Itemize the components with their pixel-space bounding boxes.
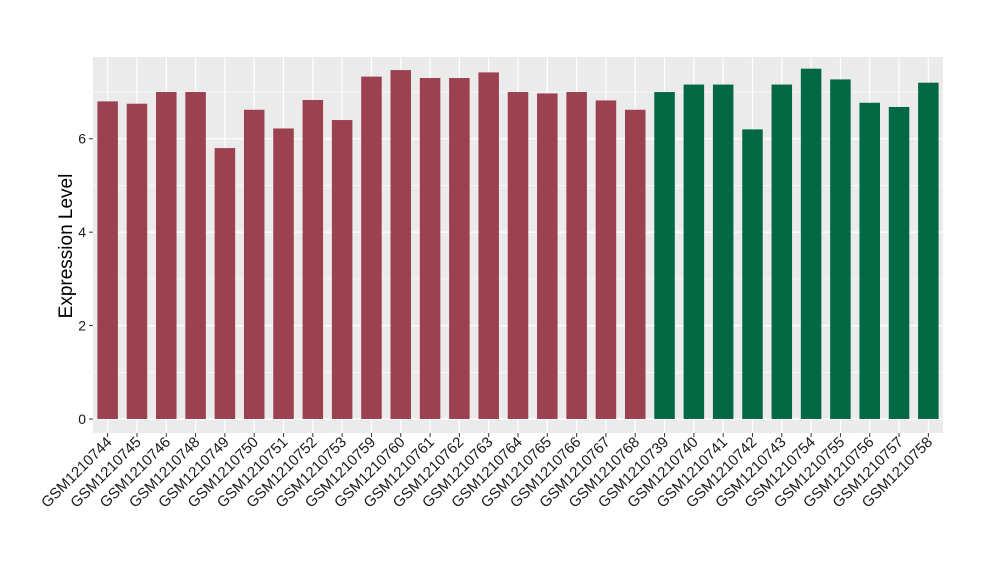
bar-GSM1210766 xyxy=(566,92,587,419)
bars xyxy=(97,68,939,419)
bar-GSM1210768 xyxy=(624,109,646,419)
y-tick-label: 4 xyxy=(78,224,86,240)
bar-GSM1210756 xyxy=(859,102,880,419)
y-axis-ticks: 0 2 4 6 xyxy=(78,131,93,427)
bar-GSM1210746 xyxy=(156,92,177,419)
bar-GSM1210743 xyxy=(771,84,793,419)
bar-GSM1210749 xyxy=(214,148,236,419)
bar-GSM1210763 xyxy=(478,72,499,419)
bar-GSM1210767 xyxy=(595,100,617,419)
bar-GSM1210762 xyxy=(449,78,470,419)
bar-GSM1210750 xyxy=(243,109,265,419)
bar-GSM1210739 xyxy=(654,92,675,419)
bar-GSM1210757 xyxy=(888,106,910,419)
y-tick-label: 2 xyxy=(78,318,86,334)
y-axis-title: Expression Level xyxy=(56,174,77,319)
bar-GSM1210758 xyxy=(918,82,939,419)
x-axis-ticks: GSM1210744GSM1210745GSM1210746GSM1210748… xyxy=(38,433,936,511)
bar-GSM1210744 xyxy=(97,101,118,419)
y-tick-label: 0 xyxy=(78,411,86,427)
bar-GSM1210742 xyxy=(742,129,763,419)
y-tick-label: 6 xyxy=(78,131,86,147)
bar-GSM1210755 xyxy=(830,79,851,419)
bar-GSM1210748 xyxy=(185,92,206,419)
bar-GSM1210741 xyxy=(712,84,734,419)
bar-GSM1210752 xyxy=(302,99,324,419)
bar-GSM1210764 xyxy=(507,92,529,419)
bar-GSM1210759 xyxy=(361,76,382,419)
bar-GSM1210753 xyxy=(331,120,353,419)
bar-GSM1210765 xyxy=(537,93,558,419)
bar-GSM1210740 xyxy=(683,84,705,419)
bar-GSM1210745 xyxy=(126,103,148,419)
bar-GSM1210751 xyxy=(273,128,294,419)
bar-GSM1210761 xyxy=(419,78,441,419)
bar-GSM1210760 xyxy=(390,70,412,419)
bar-GSM1210754 xyxy=(800,68,822,419)
